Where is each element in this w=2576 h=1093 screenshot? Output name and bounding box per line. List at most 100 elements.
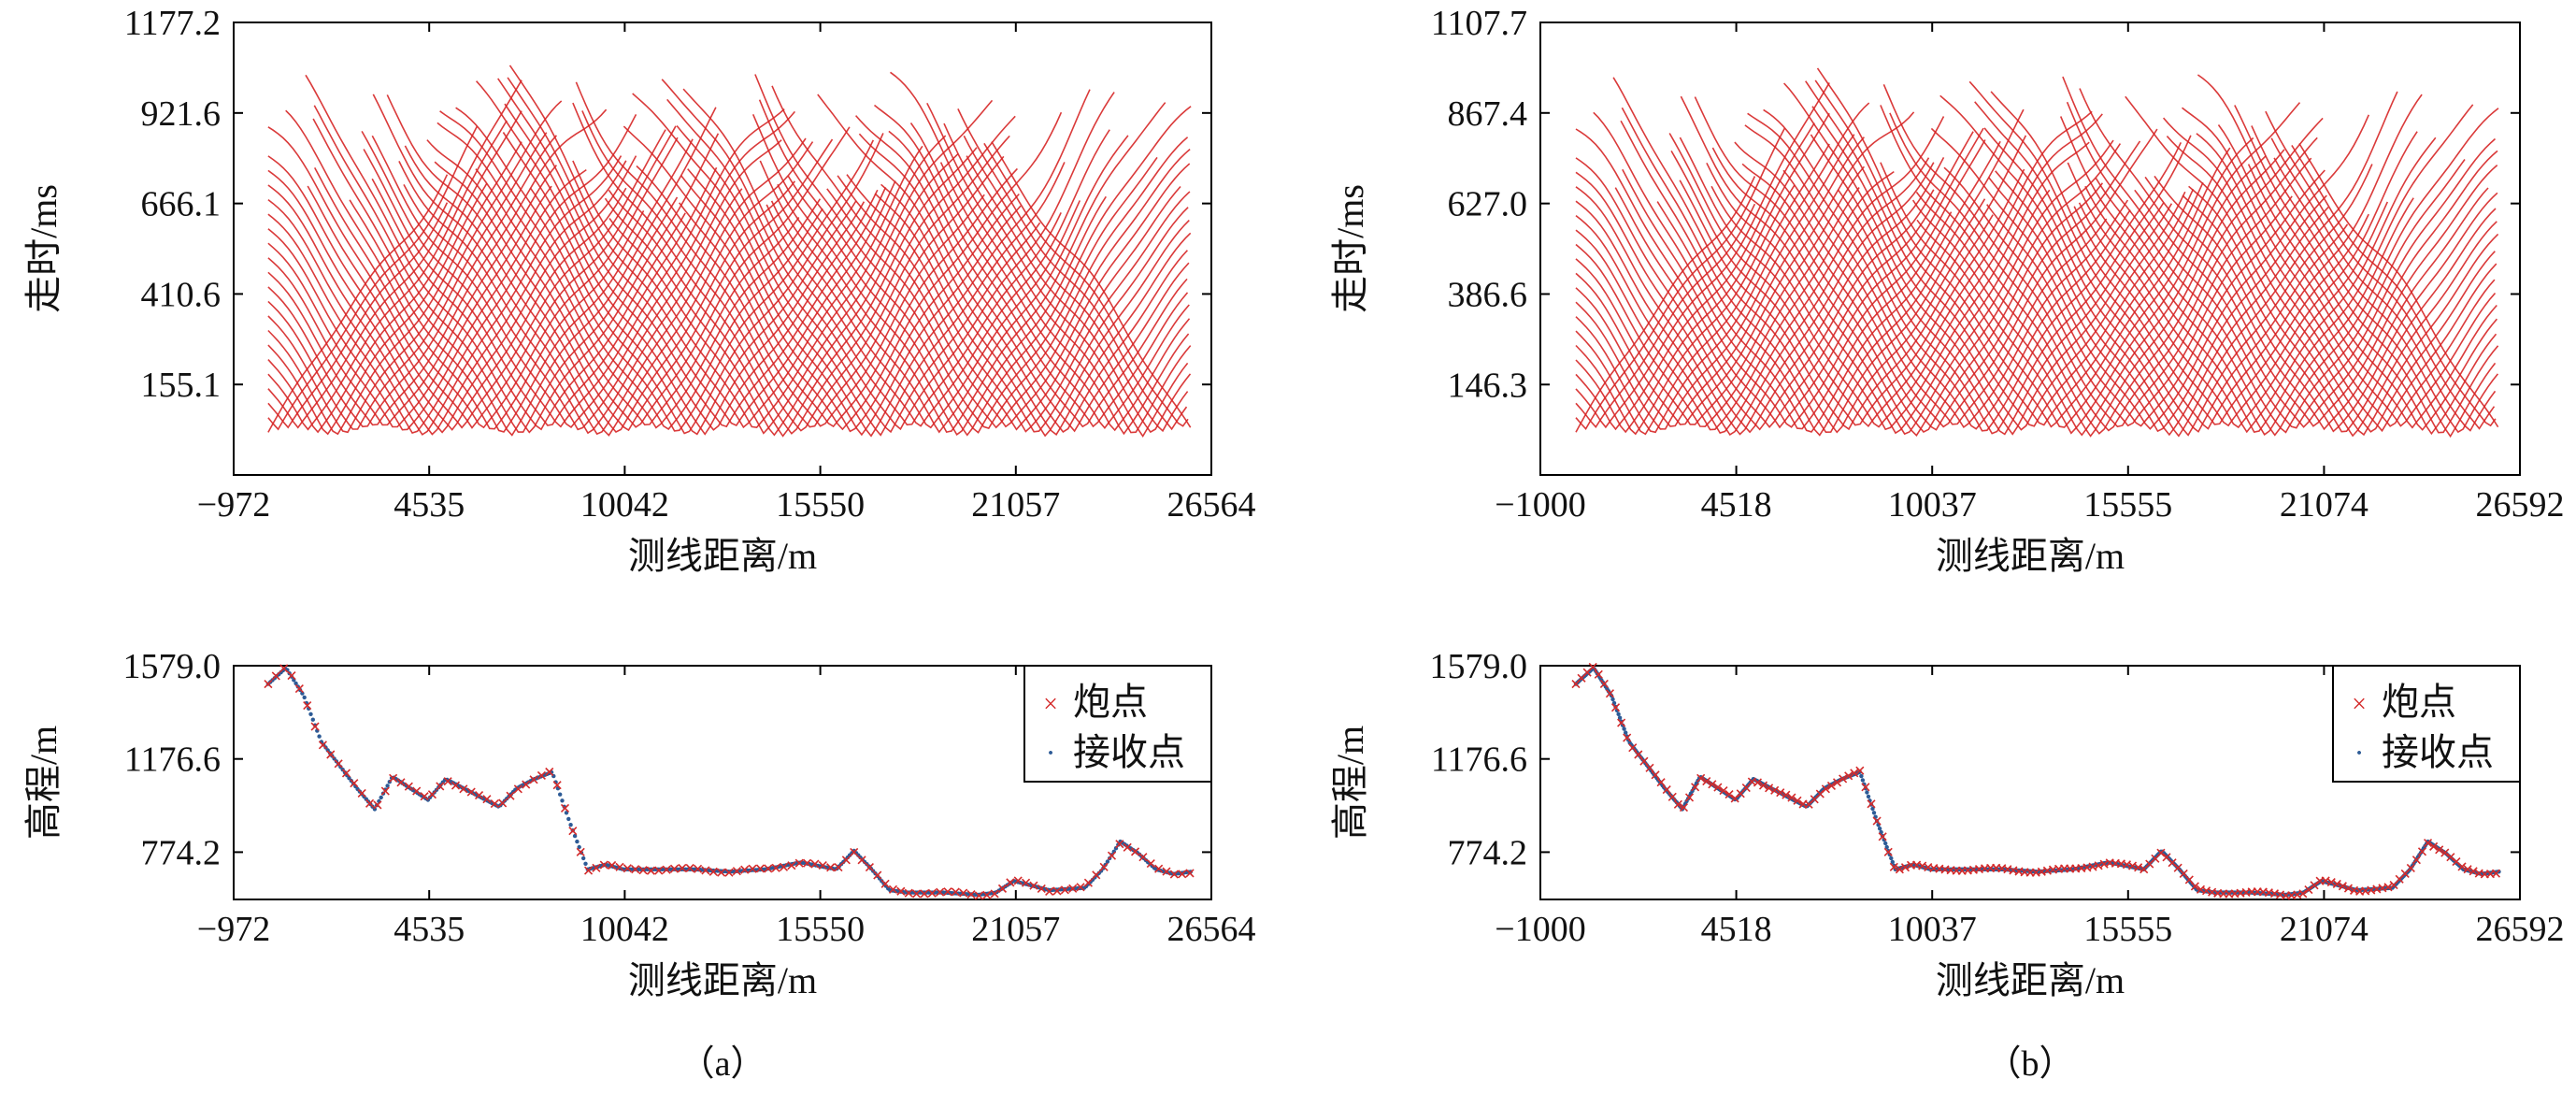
shot-point xyxy=(732,867,741,876)
gather-curve xyxy=(890,71,1190,436)
gather-curve xyxy=(758,99,1158,434)
shot-point xyxy=(303,701,312,711)
gather-curve xyxy=(623,111,1063,431)
gather-curve xyxy=(2059,116,2414,436)
shot-point xyxy=(857,856,866,865)
gather-curve xyxy=(2095,108,2499,437)
shot-point xyxy=(662,865,671,874)
gather-curve xyxy=(504,103,879,431)
axes-a-elev: −972 4535 10042 15550 21057 26564 1579.0 1176.6… xyxy=(22,647,1256,1001)
gather-curve xyxy=(386,94,796,433)
receiver-point xyxy=(1871,811,1877,815)
y-tick-label: 1177.2 xyxy=(124,4,221,43)
shot-point xyxy=(1821,784,1830,794)
x-axis-label: 测线距离/m xyxy=(1936,535,2125,577)
x-tick-label: 21057 xyxy=(971,485,1060,525)
shot-point xyxy=(904,888,913,898)
shot-point xyxy=(1662,785,1671,795)
shot-point xyxy=(451,781,461,790)
shot-point xyxy=(974,891,983,900)
shot-point xyxy=(1826,781,1837,791)
receiver-point xyxy=(564,811,569,815)
gather-curve xyxy=(2154,175,2498,433)
shot-point xyxy=(787,861,796,870)
shot-point xyxy=(1691,783,1700,792)
gather-curve xyxy=(2084,104,2474,434)
shot-point xyxy=(1037,884,1046,893)
shot-point xyxy=(1006,878,1015,887)
y-tick-label: 1107.7 xyxy=(1431,4,1527,43)
shot-point xyxy=(1850,769,1859,778)
gather-curve xyxy=(1943,166,2293,427)
receiver-point xyxy=(568,823,573,827)
y-axis-label: 走时/ms xyxy=(1329,184,1371,313)
shot-point xyxy=(1029,881,1038,890)
shot-point xyxy=(608,860,617,870)
shot-point xyxy=(1013,876,1023,885)
gather-curve xyxy=(1668,110,2093,427)
legend-receiver-label: 接收点 xyxy=(1073,731,1185,773)
legend-receiver-symbol: · xyxy=(2354,736,2364,770)
shot-point xyxy=(1708,780,1717,789)
shot-point xyxy=(1656,778,1666,787)
receiver-point xyxy=(1624,730,1628,735)
gather-curve xyxy=(2182,107,2497,427)
x-tick-label: 15555 xyxy=(2083,485,2172,525)
gather-curve xyxy=(436,122,822,429)
shot-point xyxy=(1617,718,1626,727)
shot-point xyxy=(350,779,359,788)
gather-curve xyxy=(1620,108,2025,437)
x-tick-label: 10042 xyxy=(580,910,669,949)
shot-point xyxy=(1594,669,1603,679)
shot-point xyxy=(2332,879,2341,889)
series-travel-gathers xyxy=(267,65,1192,438)
shot-point xyxy=(490,798,499,809)
gather-curve xyxy=(604,152,959,437)
shot-point xyxy=(568,827,578,836)
receiver-point xyxy=(560,798,565,803)
gather-curve xyxy=(1694,96,2104,433)
gather-curve xyxy=(2125,95,2499,437)
receiver-point xyxy=(1860,778,1866,783)
receiver-point xyxy=(1616,712,1621,716)
gather-curve xyxy=(1995,170,2329,437)
gather-curve xyxy=(267,185,552,428)
shot-point xyxy=(701,866,710,875)
receiver-point xyxy=(1617,715,1623,720)
y-tick-label: 774.2 xyxy=(1448,833,1528,872)
shot-point xyxy=(1045,886,1054,896)
shot-point xyxy=(264,680,273,689)
shot-point xyxy=(1855,766,1865,775)
gather-curve xyxy=(1621,107,1986,434)
gather-curve xyxy=(267,155,623,436)
gather-curve xyxy=(1670,151,2025,426)
shot-point xyxy=(365,798,375,808)
shot-point xyxy=(412,786,422,796)
shot-point xyxy=(436,782,445,791)
receiver-point xyxy=(1622,726,1626,731)
shot-point xyxy=(982,890,992,899)
gather-curve xyxy=(476,80,866,436)
receiver-point xyxy=(293,681,298,686)
shot-point xyxy=(802,858,812,868)
x-tick-label: 4535 xyxy=(394,485,465,525)
shot-point xyxy=(959,888,968,898)
shot-point xyxy=(1832,778,1842,787)
gather-curve xyxy=(2265,110,2496,430)
gather-curve xyxy=(305,74,720,434)
shot-point xyxy=(1651,770,1660,780)
gather-curve xyxy=(1575,157,1930,436)
shot-point xyxy=(1115,840,1124,849)
gather-curve xyxy=(398,161,743,435)
shot-point xyxy=(1878,832,1887,841)
gather-curve xyxy=(676,124,1066,437)
series-shots xyxy=(1571,662,2501,900)
gather-curve xyxy=(267,132,548,430)
gather-curve xyxy=(497,78,887,428)
x-tick-label: 10042 xyxy=(580,485,669,525)
gather-curve xyxy=(963,135,1189,433)
shot-point xyxy=(826,863,836,872)
shot-point xyxy=(2310,881,2319,890)
shot-point xyxy=(357,788,366,798)
receiver-point xyxy=(583,861,588,866)
